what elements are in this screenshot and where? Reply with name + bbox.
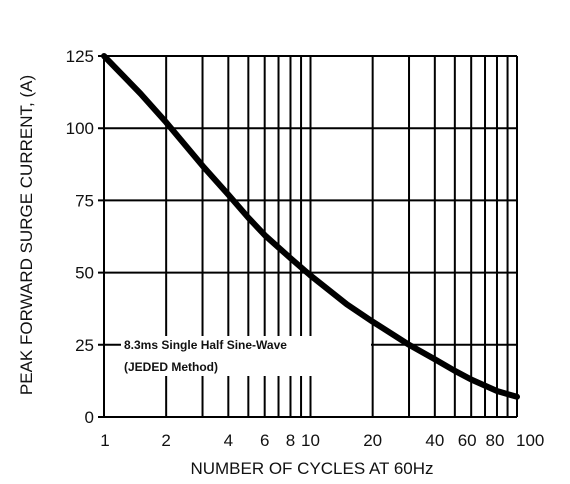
annotation-background bbox=[121, 336, 371, 376]
y-tick-label: 25 bbox=[75, 336, 94, 355]
x-tick-label: 10 bbox=[301, 431, 320, 450]
x-tick-label: 40 bbox=[425, 431, 444, 450]
y-tick-label: 100 bbox=[66, 119, 94, 138]
x-tick-label: 60 bbox=[458, 431, 477, 450]
x-tick-label: 80 bbox=[486, 431, 505, 450]
x-axis-title: NUMBER OF CYCLES AT 60Hz bbox=[190, 459, 433, 478]
annotation-layer: 8.3ms Single Half Sine-Wave (JEDED Metho… bbox=[121, 336, 371, 376]
x-tick-label: 20 bbox=[363, 431, 382, 450]
surge-current-curve bbox=[101, 53, 520, 400]
x-tick-label: 1 bbox=[100, 431, 109, 450]
x-tick-label: 6 bbox=[260, 431, 269, 450]
y-tick-label: 75 bbox=[75, 191, 94, 210]
x-tick-label: 4 bbox=[224, 431, 233, 450]
y-tick-label: 50 bbox=[75, 264, 94, 283]
annotation-line-2: (JEDED Method) bbox=[124, 360, 218, 374]
x-tick-label: 100 bbox=[516, 431, 544, 450]
x-tick-label: 2 bbox=[161, 431, 170, 450]
annotation-line-1: 8.3ms Single Half Sine-Wave bbox=[124, 338, 287, 352]
grid bbox=[98, 55, 518, 418]
y-tick-labels: 0 25 50 75 100 125 bbox=[66, 47, 94, 427]
y-tick-label: 125 bbox=[66, 47, 94, 66]
y-axis-title: PEAK FORWARD SURGE CURRENT, (A) bbox=[17, 75, 36, 395]
y-tick-label: 0 bbox=[85, 408, 94, 427]
curve-layer bbox=[101, 53, 520, 400]
x-tick-labels: 1 2 4 6 8 10 20 40 60 80 100 bbox=[100, 431, 544, 450]
x-tick-label: 8 bbox=[286, 431, 295, 450]
